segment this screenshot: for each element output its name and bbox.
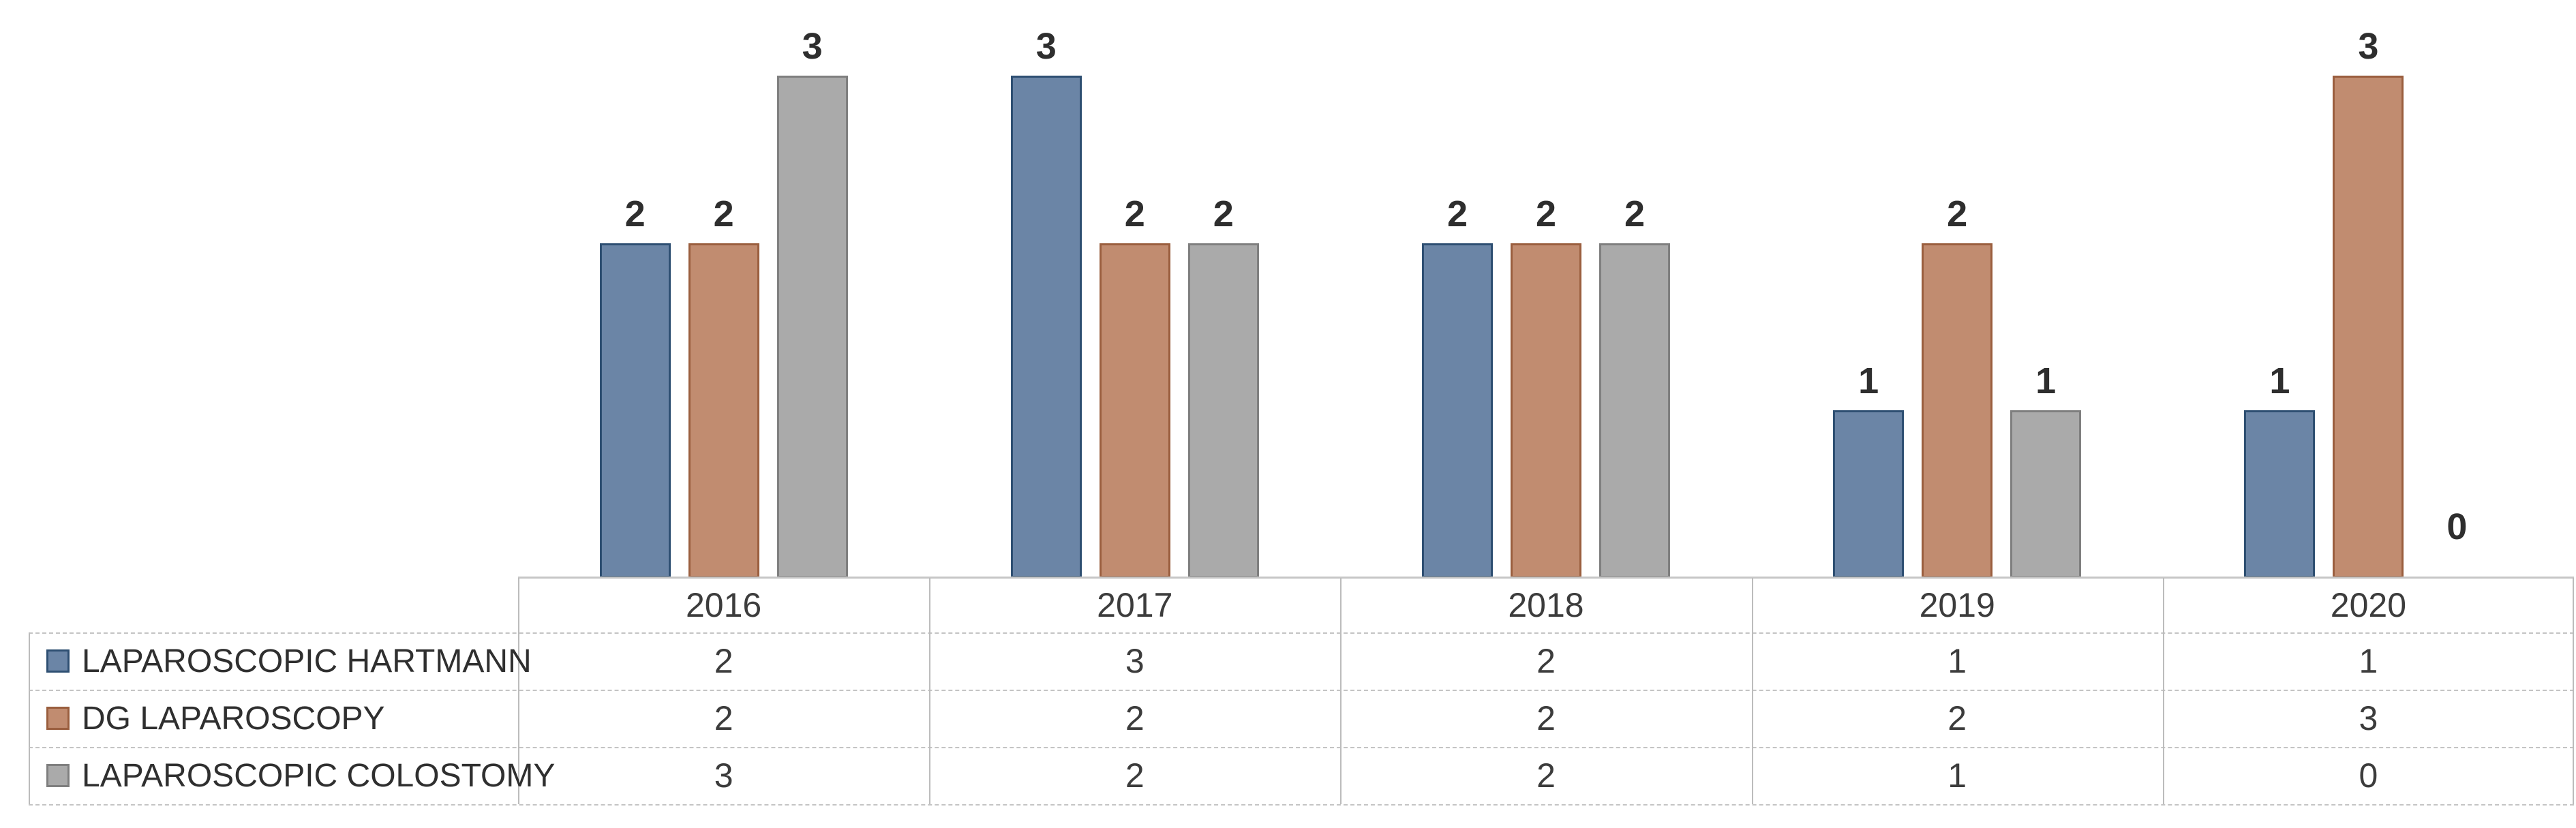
- table-value-cell: 2: [1948, 699, 1967, 737]
- legend-label-series3: LAPAROSCOPIC COLOSTOMY: [82, 757, 556, 794]
- legend-swatch-series3: [46, 764, 70, 787]
- table-left-border: [29, 632, 30, 804]
- bar-2018-series2: [1511, 243, 1581, 578]
- bar-2017-series2: [1099, 243, 1170, 578]
- table-header-year: 2017: [1097, 586, 1173, 624]
- table-value-cell: 2: [1536, 756, 1556, 795]
- table-column-line: [929, 578, 930, 804]
- table-value-cell: 2: [1125, 699, 1145, 737]
- bar-data-label: 2: [1535, 194, 1557, 234]
- table-value-cell: 2: [1536, 642, 1556, 680]
- bar-2017-series1: [1010, 76, 1082, 578]
- table-header-year: 2020: [2330, 586, 2406, 624]
- table-column-line: [1752, 578, 1753, 804]
- legend-label-series2: DG LAPAROSCOPY: [82, 700, 385, 737]
- bar-data-label: 1: [1858, 361, 1879, 401]
- table-row-line: [29, 690, 2574, 691]
- x-axis-line: [518, 577, 2574, 579]
- table-value-cell: 3: [2359, 699, 2378, 737]
- table-value-cell: 3: [1125, 642, 1145, 680]
- table-header-year: 2018: [1508, 586, 1584, 624]
- table-column-line: [2573, 578, 2574, 804]
- legend-item: LAPAROSCOPIC HARTMANN: [29, 632, 532, 690]
- table-value-cell: 2: [714, 642, 733, 680]
- table-row-line: [29, 632, 2574, 634]
- bar-2018-series3: [1599, 243, 1670, 578]
- bar-data-label: 0: [2446, 506, 2468, 547]
- legend-label-series1: LAPAROSCOPIC HARTMANN: [82, 643, 532, 679]
- table-header-year: 2019: [1919, 586, 1995, 624]
- bar-2019-series3: [2010, 410, 2082, 578]
- bar-2019-series2: [1922, 243, 1993, 578]
- legend-swatch-series1: [46, 649, 70, 673]
- bar-2020-series2: [2333, 76, 2404, 578]
- bar-2016-series1: [599, 243, 671, 578]
- table-value-cell: 1: [1948, 756, 1967, 795]
- bar-data-label: 2: [1124, 194, 1145, 234]
- legend-swatch-series2: [46, 707, 70, 730]
- table-header-year: 2016: [685, 586, 762, 624]
- bar-data-label: 2: [1213, 194, 1234, 234]
- bar-data-label: 2: [1446, 194, 1468, 234]
- bar-data-label: 2: [713, 194, 734, 234]
- bar-2018-series1: [1422, 243, 1493, 578]
- table-row-line: [29, 747, 2574, 748]
- bar-data-label: 3: [1035, 26, 1057, 67]
- bar-data-label: 1: [2035, 361, 2057, 401]
- bar-data-label: 1: [2269, 361, 2290, 401]
- table-value-cell: 2: [1125, 756, 1145, 795]
- table-column-line: [1340, 578, 1342, 804]
- bar-2016-series3: [776, 76, 848, 578]
- bar-data-label: 2: [1624, 194, 1646, 234]
- table-value-cell: 0: [2359, 756, 2378, 795]
- legend-item: DG LAPAROSCOPY: [29, 690, 518, 747]
- table-column-line: [518, 578, 519, 804]
- bar-data-label: 2: [1947, 194, 1968, 234]
- table-row-line: [29, 804, 2574, 806]
- bar-data-label: 3: [2358, 26, 2379, 67]
- bar-2017-series3: [1187, 243, 1259, 578]
- legend-item: LAPAROSCOPIC COLOSTOMY: [29, 747, 555, 804]
- table-value-cell: 1: [1948, 642, 1967, 680]
- table-value-cell: 1: [2359, 642, 2378, 680]
- table-value-cell: 2: [714, 699, 733, 737]
- bar-data-label: 2: [624, 194, 646, 234]
- bar-2019-series1: [1833, 410, 1905, 578]
- table-value-cell: 3: [714, 756, 733, 795]
- bar-data-label: 3: [802, 26, 823, 67]
- table-column-line: [2163, 578, 2164, 804]
- table-value-cell: 2: [1536, 699, 1556, 737]
